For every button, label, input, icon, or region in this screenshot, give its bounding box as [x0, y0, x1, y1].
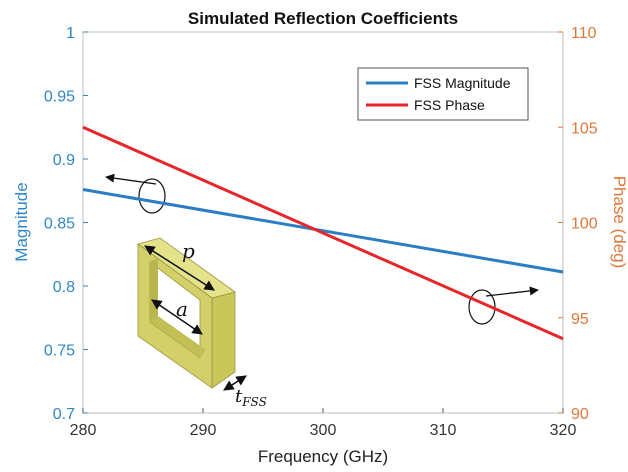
thickness-arrow — [223, 375, 247, 391]
y-tick-label-left: 1 — [66, 25, 75, 42]
p-dimension-arrow — [144, 245, 215, 291]
axis-indicators — [105, 173, 539, 325]
y-tick-label-right: 110 — [571, 25, 597, 42]
fss-unit-cell-illustration: p a tFSS — [137, 237, 267, 409]
x-axis-ticks: 280 290 300 310 320 — [70, 408, 577, 439]
fss-side-face — [211, 291, 236, 389]
y-tick-label-left: 0.85 — [44, 216, 75, 233]
series-layer — [82, 125, 564, 341]
legend-box — [357, 67, 529, 121]
left-axis-indicator-ellipse — [138, 178, 166, 214]
y-tick-label-right: 100 — [571, 216, 598, 233]
y-axis-ticks-left: 0.7 0.75 0.8 0.85 0.9 0.95 1 — [44, 25, 88, 423]
y-tick-label-right: 95 — [571, 311, 589, 328]
series-line-fss-phase — [82, 125, 564, 341]
chart-title: Simulated Reflection Coefficients — [188, 9, 458, 28]
x-tick-label: 290 — [190, 422, 217, 439]
y-tick-label-left: 0.9 — [53, 152, 75, 169]
series-line-fss-magnitude — [82, 188, 564, 274]
y-tick-label-right: 90 — [571, 406, 589, 423]
y-tick-label-right: 105 — [571, 120, 598, 137]
right-axis-indicator-ellipse — [468, 289, 496, 325]
fss-inner-wall — [150, 258, 158, 322]
thickness-label-main: t — [235, 386, 243, 407]
p-label: p — [182, 239, 195, 263]
legend-label-magnitude: FSS Magnitude — [414, 75, 511, 91]
y-axis-label-right: Phase (deg) — [610, 176, 628, 269]
x-tick-label: 320 — [550, 422, 577, 439]
y-tick-label-left: 0.7 — [53, 406, 75, 423]
right-axis-indicator-arrow — [485, 286, 539, 297]
legend: FSS Magnitude FSS Phase — [357, 67, 529, 121]
thickness-label-subscript: FSS — [241, 395, 267, 409]
x-tick-label: 310 — [430, 422, 457, 439]
a-label: a — [176, 297, 188, 321]
y-tick-label-left: 0.95 — [44, 89, 75, 106]
y-axis-ticks-right: 90 95 100 105 110 — [558, 25, 598, 423]
x-tick-label: 280 — [70, 422, 97, 439]
y-axis-label-left: Magnitude — [12, 182, 31, 261]
thickness-label: tFSS — [235, 386, 267, 409]
left-axis-indicator-arrow — [105, 173, 157, 185]
legend-label-phase: FSS Phase — [414, 97, 485, 113]
x-tick-label: 300 — [310, 422, 337, 439]
y-tick-label-left: 0.8 — [53, 279, 75, 296]
y-tick-label-left: 0.75 — [44, 343, 75, 360]
x-axis-label: Frequency (GHz) — [258, 447, 388, 466]
a-dimension-arrow — [151, 299, 203, 335]
